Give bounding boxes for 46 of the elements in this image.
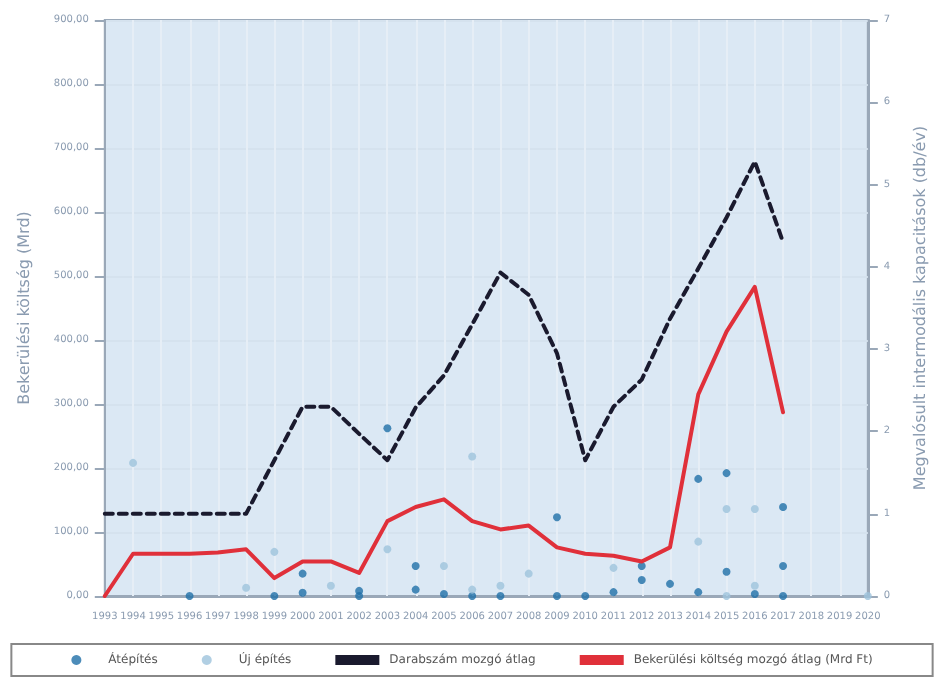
- point: [666, 579, 675, 588]
- point: [694, 588, 703, 597]
- point: [496, 581, 505, 590]
- point: [609, 563, 618, 572]
- point: [637, 561, 646, 570]
- point: [270, 547, 279, 556]
- point: [242, 583, 251, 592]
- point: [496, 592, 505, 600]
- point: [779, 503, 788, 512]
- y-axis-title: Bekerülési költség (Mrd): [15, 211, 33, 405]
- point: [694, 474, 703, 483]
- line-series: [102, 159, 786, 516]
- point: [524, 569, 533, 578]
- point: [383, 545, 392, 554]
- point: [185, 592, 194, 600]
- point: [722, 504, 731, 513]
- point: [779, 592, 788, 600]
- point: [298, 569, 307, 578]
- point: [129, 458, 138, 467]
- point: [694, 537, 703, 546]
- point: [326, 581, 335, 590]
- point: [722, 469, 731, 478]
- point: [581, 592, 590, 600]
- point: [411, 585, 420, 594]
- point: [411, 561, 420, 570]
- point: [609, 588, 618, 597]
- point: [722, 567, 731, 576]
- point: [750, 581, 759, 590]
- point: [439, 590, 448, 599]
- point: [439, 561, 448, 570]
- point: [779, 561, 788, 570]
- point: [863, 592, 872, 600]
- point: [355, 592, 364, 600]
- point: [270, 592, 279, 600]
- point: [722, 592, 731, 600]
- point: [298, 588, 307, 597]
- point: [383, 424, 392, 433]
- point: [552, 513, 561, 522]
- point: [750, 504, 759, 513]
- point: [468, 452, 477, 461]
- point: [637, 576, 646, 584]
- point: [750, 590, 759, 599]
- point: [552, 592, 561, 600]
- point: [468, 585, 477, 594]
- y2-axis-title: Megvalósult intermodális kapacitások (db/év): [911, 125, 929, 491]
- line-series: [102, 284, 786, 598]
